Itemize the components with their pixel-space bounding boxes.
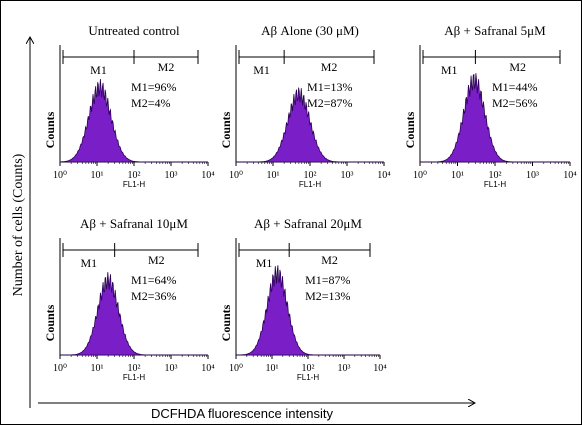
histogram-area: [236, 265, 380, 356]
x-tick-label: 10⁰: [229, 170, 243, 181]
x-tick-label: 10³: [341, 170, 354, 181]
x-tick-label: 10¹: [266, 363, 279, 374]
histogram-area: [420, 73, 570, 163]
panel-title: Aβ + Safranal 5μM: [444, 23, 546, 38]
x-tick-label: 10²: [304, 170, 317, 181]
x-tick-label: 10²: [302, 363, 315, 374]
x-tick-label: 10³: [165, 170, 178, 181]
panel-title: Aβ Alone (30 μM): [261, 23, 359, 38]
panel-x-label: FL1-H: [123, 373, 145, 382]
x-tick-label: 10⁰: [53, 170, 67, 181]
histogram-area: [59, 78, 208, 163]
x-tick-label: 10⁴: [201, 170, 215, 181]
gate-m1-label: M1: [441, 63, 458, 77]
histogram-area: [236, 87, 384, 163]
x-tick-label: 10³: [526, 170, 539, 181]
gate-m2-label: M2: [148, 253, 165, 267]
x-tick-label: 10⁴: [377, 170, 391, 181]
x-tick-label: 10⁰: [413, 170, 427, 181]
x-axis-label: DCFHDA fluorescence intensity: [151, 406, 334, 421]
gate-m1-label: M1: [256, 256, 273, 270]
x-tick-label: 10⁴: [201, 363, 215, 374]
gate-m1-label: M1: [253, 63, 270, 77]
panel-title: Untreated control: [88, 23, 180, 38]
x-tick-label: 10²: [128, 170, 141, 181]
gate-m2-label: M2: [509, 60, 526, 74]
stat-m2: M2=13%: [305, 289, 350, 303]
stat-m2: M2=36%: [131, 289, 176, 303]
stat-m2: M2=4%: [131, 96, 170, 110]
stat-m2: M2=87%: [307, 96, 352, 110]
histogram-panel: Aβ Alone (30 μM) Counts 10⁰ 10¹ 10² 10³ 10⁴ FL1…: [219, 23, 391, 189]
gate-m2-label: M2: [158, 60, 175, 74]
panel-x-label: FL1-H: [123, 180, 145, 189]
gate-m2-label: M2: [321, 60, 338, 74]
histogram-panel: Aβ + Safranal 20μM Counts 10⁰ 10¹ 10² 10³ 10⁴ F…: [219, 216, 387, 382]
panel-y-label: Counts: [219, 111, 233, 148]
x-tick-label: 10³: [165, 363, 178, 374]
x-tick-label: 10¹: [91, 363, 104, 374]
panel-y-label: Counts: [43, 111, 57, 148]
x-tick-label: 10¹: [267, 170, 280, 181]
gate-m1-label: M1: [80, 256, 97, 270]
panel-x-label: FL1-H: [484, 180, 506, 189]
panel-title: Aβ + Safranal 10μM: [80, 216, 188, 231]
panel-y-label: Counts: [403, 111, 417, 148]
histogram-panel: Untreated control Counts 10⁰ 10¹ 10² 10³ 10⁴ FL…: [43, 23, 215, 189]
gate-m1-label: M1: [90, 63, 107, 77]
panel-x-label: FL1-H: [299, 180, 321, 189]
panel-y-label: Counts: [43, 304, 57, 341]
stat-m2: M2=56%: [492, 96, 537, 110]
x-tick-label: 10⁴: [563, 170, 577, 181]
panel-x-label: FL1-H: [297, 373, 319, 382]
stat-m1: M1=44%: [492, 80, 537, 94]
stat-m1: M1=13%: [307, 80, 352, 94]
gate-m2-label: M2: [321, 253, 338, 267]
x-tick-label: 10⁴: [373, 363, 387, 374]
x-tick-label: 10¹: [91, 170, 104, 181]
histogram-panel: Aβ + Safranal 5μM Counts 10⁰ 10¹ 10² 10³ 10⁴ FL…: [403, 23, 577, 189]
stat-m1: M1=96%: [131, 80, 176, 94]
x-tick-label: 10²: [489, 170, 502, 181]
histogram-area: [60, 272, 208, 356]
x-tick-label: 10⁰: [229, 363, 243, 374]
panel-y-label: Counts: [219, 304, 233, 341]
x-tick-label: 10¹: [451, 170, 464, 181]
x-tick-label: 10⁰: [53, 363, 67, 374]
x-tick-label: 10³: [338, 363, 351, 374]
panel-title: Aβ + Safranal 20μM: [254, 216, 362, 231]
histogram-panel: Aβ + Safranal 10μM Counts 10⁰ 10¹ 10² 10³ 10⁴ F…: [43, 216, 215, 382]
stat-m1: M1=64%: [131, 273, 176, 287]
stat-m1: M1=87%: [305, 273, 350, 287]
y-axis-label: Number of cells (Counts): [11, 153, 26, 296]
x-tick-label: 10²: [128, 363, 141, 374]
